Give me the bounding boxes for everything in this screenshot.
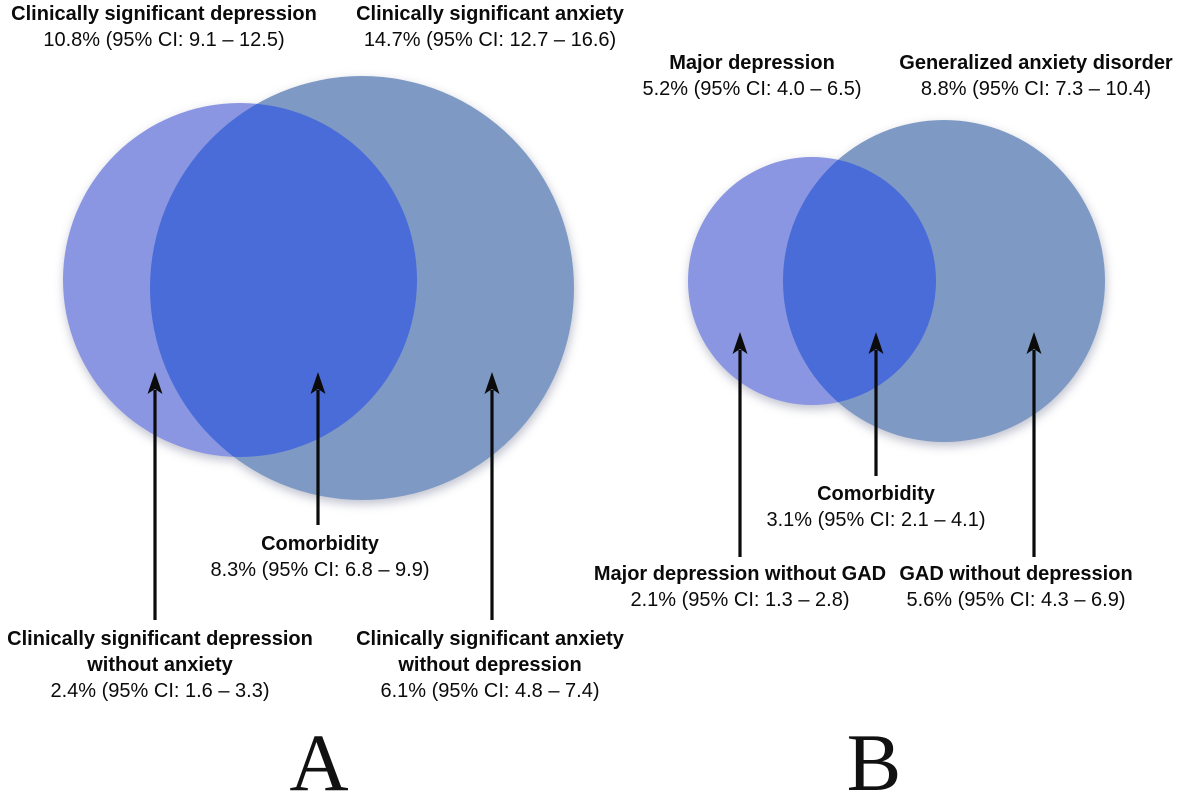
label-value: 8.3% (95% CI: 6.8 – 9.9) — [210, 559, 430, 581]
label-value: 10.8% (95% CI: 9.1 – 12.5) — [43, 29, 285, 51]
label-value: 2.1% (95% CI: 1.3 – 2.8) — [630, 589, 850, 611]
label-title: Comorbidity — [261, 533, 379, 555]
overlap-region-b — [783, 157, 936, 405]
label-title-line1: Clinically significant depression — [7, 628, 313, 650]
arrows-a — [147, 372, 500, 620]
venn-b — [688, 120, 1105, 442]
label-depression-a: Clinically significant depression 10.8% … — [11, 1, 317, 53]
label-depression-b: Major depression 5.2% (95% CI: 4.0 – 6.5… — [642, 50, 861, 102]
label-title-line2: without depression — [398, 654, 582, 676]
arrowhead-icon — [484, 372, 500, 394]
label-title: Comorbidity — [817, 483, 935, 505]
label-title-line1: Clinically significant anxiety — [356, 628, 624, 650]
label-value: 3.1% (95% CI: 2.1 – 4.1) — [766, 509, 986, 531]
label-anxiety-only-b: GAD without depression 5.6% (95% CI: 4.3… — [899, 561, 1132, 613]
label-value: 6.1% (95% CI: 4.8 – 7.4) — [380, 680, 600, 702]
label-title: Clinically significant depression — [11, 3, 317, 25]
arrow-anxiety-only-a — [484, 372, 500, 620]
label-value: 5.2% (95% CI: 4.0 – 6.5) — [642, 78, 862, 100]
panel-letter-b: B — [846, 717, 902, 808]
venn-a — [63, 76, 574, 500]
arrow-depression-only-a — [147, 372, 163, 620]
label-title-line1: GAD without depression — [899, 563, 1133, 585]
label-title: Generalized anxiety disorder — [899, 52, 1173, 74]
arrowhead-icon — [147, 372, 163, 394]
label-anxiety-b: Generalized anxiety disorder 8.8% (95% C… — [899, 50, 1172, 102]
arrow-anxiety-only-b — [1026, 332, 1042, 557]
label-depression-only-a: Clinically significant depression withou… — [7, 626, 313, 704]
label-value: 8.8% (95% CI: 7.3 – 10.4) — [920, 78, 1152, 100]
label-value: 2.4% (95% CI: 1.6 – 3.3) — [50, 680, 270, 702]
arrowhead-icon — [868, 332, 884, 354]
label-anxiety-only-a: Clinically significant anxiety without d… — [356, 626, 624, 704]
panel-letter-a: A — [289, 717, 349, 808]
arrowhead-icon — [732, 332, 748, 354]
label-comorbidity-a: Comorbidity 8.3% (95% CI: 6.8 – 9.9) — [210, 531, 429, 583]
label-anxiety-a: Clinically significant anxiety 14.7% (95… — [356, 1, 624, 53]
label-title: Major depression — [669, 52, 835, 74]
label-value: 14.7% (95% CI: 12.7 – 16.6) — [363, 29, 617, 51]
label-comorbidity-b: Comorbidity 3.1% (95% CI: 2.1 – 4.1) — [766, 481, 985, 533]
arrowhead-icon — [1026, 332, 1042, 354]
arrows-b — [732, 332, 1042, 557]
arrowhead-icon — [310, 372, 326, 394]
arrow-depression-only-b — [732, 332, 748, 557]
arrow-comorbidity-a — [310, 372, 326, 525]
label-title: Clinically significant anxiety — [356, 3, 624, 25]
label-value: 5.6% (95% CI: 4.3 – 6.9) — [906, 589, 1126, 611]
label-title-line2: without anxiety — [87, 654, 233, 676]
overlap-region-a — [150, 103, 417, 457]
arrow-comorbidity-b — [868, 332, 884, 476]
label-title-line1: Major depression without GAD — [593, 563, 887, 585]
label-depression-only-b: Major depression without GAD 2.1% (95% C… — [594, 561, 886, 613]
